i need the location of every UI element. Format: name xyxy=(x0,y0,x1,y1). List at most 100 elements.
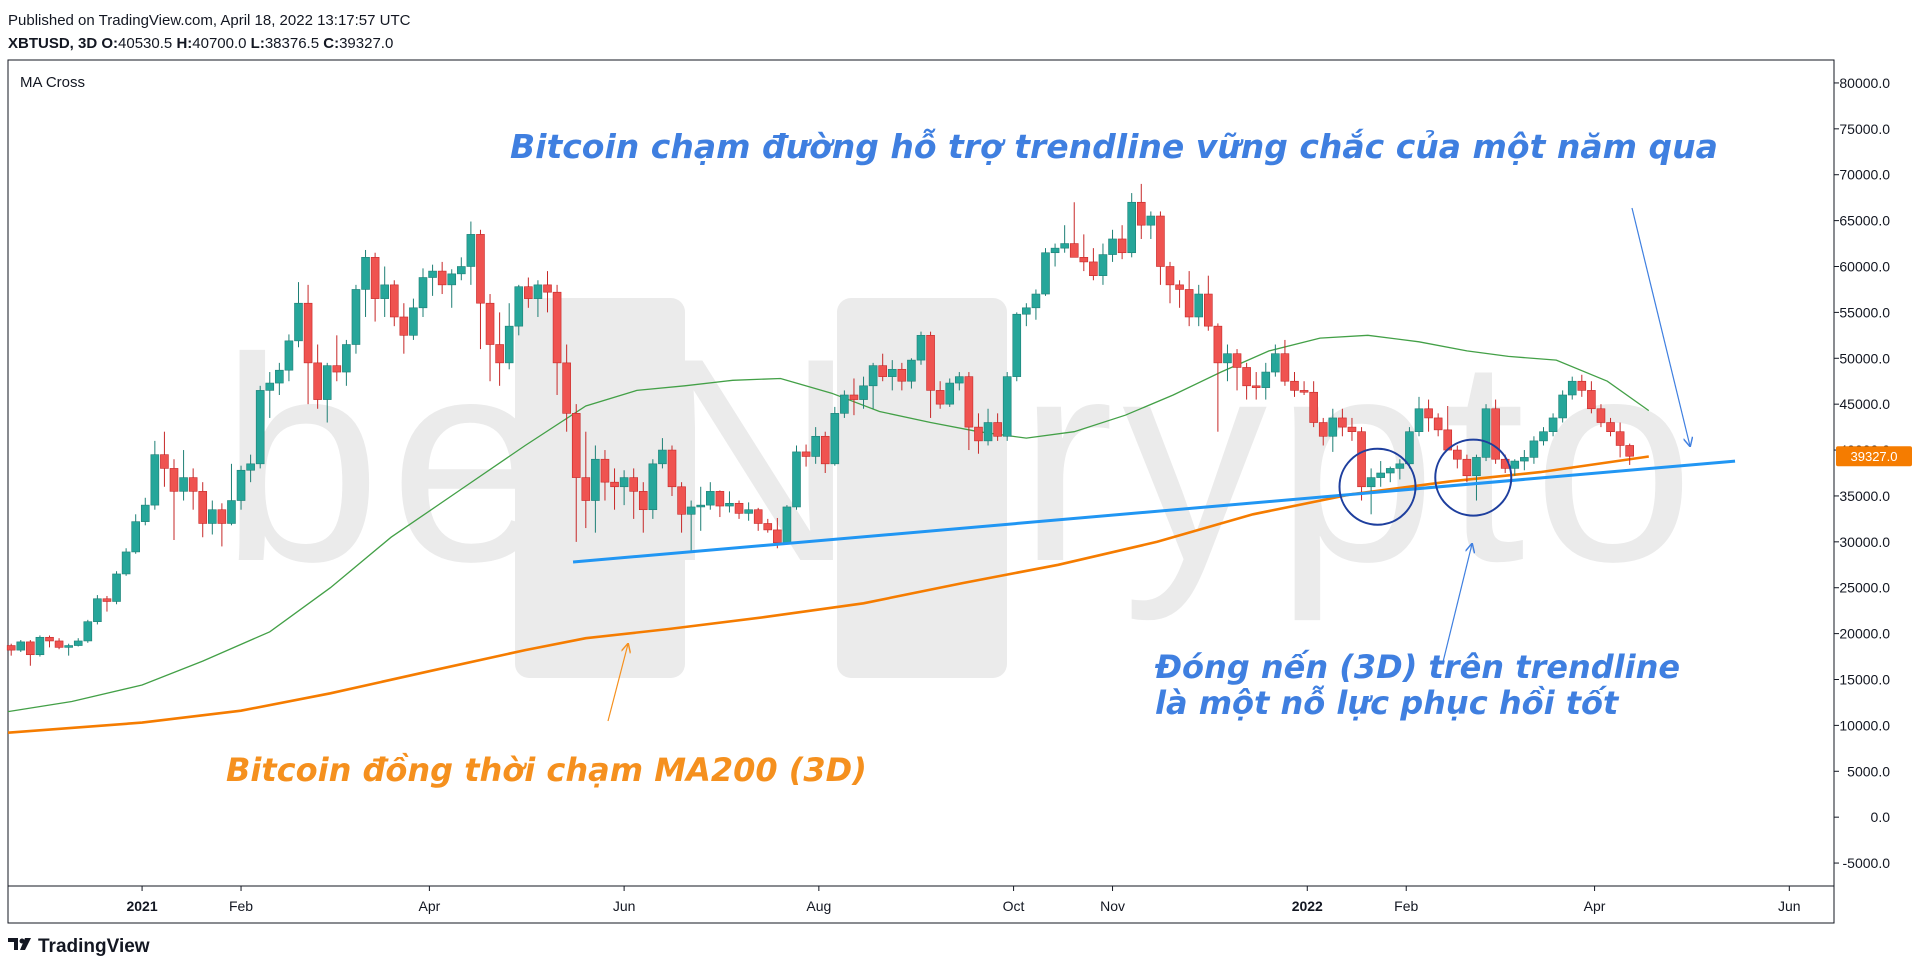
candle xyxy=(1357,427,1366,501)
tradingview-logo-icon xyxy=(8,936,34,958)
candle xyxy=(1127,193,1136,258)
candle xyxy=(725,491,734,513)
candle-body xyxy=(945,382,955,405)
candle-body xyxy=(562,362,571,414)
price-tick-label: 20000.0 xyxy=(1839,626,1890,642)
candle xyxy=(658,438,667,469)
price-axis[interactable]: -5000.0 0.0 5000.0 10000.0 15000.0 20000.0 250… xyxy=(1834,75,1890,871)
highlight-circle xyxy=(1338,447,1417,526)
candle-body xyxy=(629,477,638,492)
candle xyxy=(1462,454,1472,483)
time-axis[interactable]: 2021 Feb Apr Jun Aug Oct Nov 2022 Feb Apr Jun xyxy=(126,886,1801,914)
candle-body xyxy=(1433,417,1443,431)
candle xyxy=(275,362,284,395)
price-tick-label: 80000.0 xyxy=(1839,75,1890,91)
candle xyxy=(1577,374,1587,397)
candle xyxy=(342,339,351,386)
candle-body xyxy=(706,491,715,506)
candle-body xyxy=(1261,371,1271,388)
candle-body xyxy=(897,368,907,382)
candle xyxy=(964,372,974,451)
candle-body xyxy=(964,376,974,428)
candle-body xyxy=(294,302,303,342)
candle-body xyxy=(217,509,227,524)
candle xyxy=(734,500,744,519)
time-tick-label: Jun xyxy=(1778,898,1801,914)
candle xyxy=(255,385,265,469)
candle-body xyxy=(524,286,533,299)
tradingview-logo[interactable]: TradingView xyxy=(8,936,150,958)
candle-body xyxy=(1357,431,1366,488)
candle-body xyxy=(658,449,667,465)
candle xyxy=(409,298,418,340)
candle xyxy=(1012,312,1022,382)
candle-body xyxy=(1338,417,1347,428)
candle-body xyxy=(552,291,562,364)
candle xyxy=(1491,399,1500,464)
candle-body xyxy=(926,335,935,391)
candle-body xyxy=(1548,417,1558,432)
price-tick-label: 50000.0 xyxy=(1839,350,1890,366)
candle xyxy=(830,406,840,466)
candle xyxy=(322,362,332,423)
candle-body xyxy=(1069,243,1079,258)
candle xyxy=(466,221,476,285)
candle xyxy=(485,294,495,382)
candle xyxy=(217,503,227,547)
candle xyxy=(1060,225,1069,253)
candle-body xyxy=(1271,353,1280,373)
candle xyxy=(1529,436,1539,464)
candle-body xyxy=(849,394,859,400)
indicator-label[interactable]: MA Cross xyxy=(20,74,86,91)
candle-body xyxy=(457,266,466,275)
candle xyxy=(160,431,169,487)
watermark-bar-i xyxy=(515,298,685,678)
candle-body xyxy=(1146,215,1156,226)
candle-body xyxy=(83,621,93,642)
candle-body xyxy=(773,529,782,544)
candle-body xyxy=(1136,201,1146,226)
candle-body xyxy=(1587,390,1596,410)
candle xyxy=(131,514,140,554)
candle xyxy=(1615,422,1625,458)
last-price-tag-text: 39327.0 xyxy=(1851,449,1898,464)
candle-body xyxy=(1615,431,1625,446)
candle-body xyxy=(696,504,706,508)
candle xyxy=(399,303,409,354)
candle-body xyxy=(1108,238,1117,255)
low-label: L: xyxy=(250,35,265,52)
candle xyxy=(715,490,725,518)
candle-body xyxy=(1117,238,1127,254)
ma-fast-line xyxy=(7,334,1650,713)
candle-body xyxy=(840,394,849,414)
candle-body xyxy=(1328,417,1338,437)
candle xyxy=(389,280,399,327)
price-tick-label: 10000.0 xyxy=(1839,717,1890,733)
time-tick-label: Feb xyxy=(229,898,253,914)
candle-body xyxy=(935,390,945,405)
candle xyxy=(1405,427,1414,469)
candle-body xyxy=(227,500,236,524)
candle xyxy=(1596,404,1606,428)
candle-body xyxy=(16,641,26,651)
candle-body xyxy=(1366,477,1376,488)
candle-body xyxy=(1290,380,1299,391)
candle-body xyxy=(313,362,322,400)
candle xyxy=(1453,445,1462,469)
candle-body xyxy=(1424,408,1433,419)
candle xyxy=(351,284,361,354)
candle-body xyxy=(169,468,179,492)
time-tick-label: Aug xyxy=(806,898,831,914)
candle-body xyxy=(753,509,763,524)
candle-body xyxy=(1491,408,1500,460)
candle xyxy=(45,635,54,648)
candle-body xyxy=(792,451,801,508)
candle xyxy=(1290,372,1299,397)
candle xyxy=(677,482,686,533)
candle-body xyxy=(54,640,64,648)
candle-body xyxy=(236,469,246,501)
low-value: 38376.5 xyxy=(264,35,320,52)
candle xyxy=(1587,381,1596,414)
candle xyxy=(1481,404,1491,462)
